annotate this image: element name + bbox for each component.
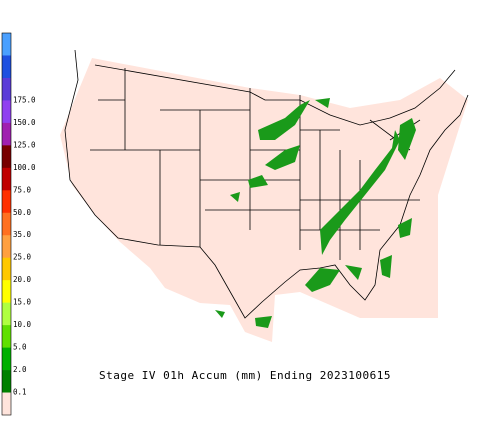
legend-label: 50.0 [13,208,32,217]
legend-label: 10.0 [13,320,32,329]
canada-border [94,64,456,126]
legend-swatch [2,145,11,169]
map-title: Stage IV 01h Accum (mm) Ending 202310061… [99,369,391,382]
legend: 175.0 150.0 125.0 100.0 75.0 50.0 35.0 25.0 20.0… [1,32,36,416]
legend-swatch [2,325,11,348]
precipitation-areas [215,98,416,328]
legend-label: 5.0 [13,343,27,352]
country-border [64,49,469,319]
legend-swatch [2,280,11,303]
legend-frame [1,32,12,416]
legend-label: 75.0 [13,185,32,194]
legend-swatch [2,257,11,281]
legend-swatch [2,77,11,101]
legend-label: 2.0 [13,365,27,374]
legend-swatch [2,347,11,371]
legend-swatch [2,100,11,124]
legend-label: 100.0 [13,163,36,172]
legend-label: 35.0 [13,230,32,239]
legend-swatch [2,235,11,259]
legend-swatch [2,190,11,214]
legend-label: 15.0 [13,298,32,307]
legend-label: 175.0 [13,95,36,104]
legend-swatch [2,392,11,416]
legend-label: 20.0 [13,275,32,284]
legend-label: 150.0 [13,118,36,127]
coverage-domain [60,58,468,342]
legend-swatch [2,167,11,191]
legend-label: 125.0 [13,140,36,149]
legend-swatch [2,122,11,146]
legend-swatch [2,55,11,79]
legend-label: 25.0 [13,253,32,262]
legend-swatch [2,302,11,326]
legend-swatch [2,370,11,393]
legend-swatch [2,212,11,236]
legend-swatch [2,33,11,56]
map [60,49,469,342]
state-lines [90,68,421,260]
legend-label: 0.1 [13,388,27,397]
